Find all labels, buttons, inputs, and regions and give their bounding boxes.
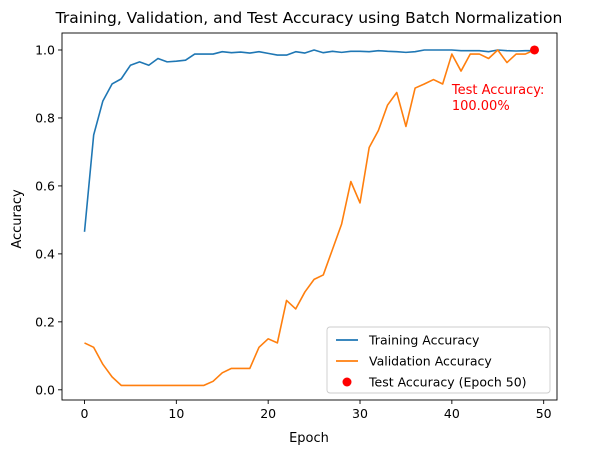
x-tick-label: 20 bbox=[260, 406, 276, 421]
chart-title: Training, Validation, and Test Accuracy … bbox=[55, 9, 563, 27]
y-tick-label: 0.8 bbox=[35, 110, 55, 125]
y-tick-label: 1.0 bbox=[35, 42, 55, 57]
plot-area: Test Accuracy: 100.00% 0 10 20 30 40 50 0.0 0.2 0.… bbox=[35, 32, 558, 421]
annotation-line: 100.00% bbox=[452, 99, 510, 114]
legend-label: Validation Accuracy bbox=[369, 354, 492, 369]
series-line-training-accuracy bbox=[83, 49, 535, 232]
y-tick-label: 0.6 bbox=[35, 178, 55, 193]
y-axis-label: Accuracy bbox=[10, 189, 25, 249]
y-tick-label: 0.2 bbox=[35, 314, 55, 329]
annotation-line: Test Accuracy: bbox=[451, 83, 545, 98]
x-axis-label: Epoch bbox=[289, 431, 329, 446]
legend-box bbox=[326, 326, 551, 394]
y-tick-label: 0.4 bbox=[35, 246, 55, 261]
plot-frame bbox=[61, 32, 558, 401]
y-tick-label: 0.0 bbox=[35, 382, 55, 397]
x-tick-label: 0 bbox=[81, 406, 89, 421]
legend-label: Test Accuracy (Epoch 50) bbox=[368, 375, 527, 390]
x-tick-label: 10 bbox=[168, 406, 184, 421]
series-line-validation-accuracy bbox=[84, 49, 535, 387]
legend-label: Training Accuracy bbox=[368, 333, 480, 348]
x-tick-label: 30 bbox=[352, 406, 368, 421]
x-tick-label: 50 bbox=[536, 406, 552, 421]
test-accuracy-annotation: Test Accuracy: 100.00% bbox=[451, 83, 545, 114]
x-tick-label: 40 bbox=[444, 406, 460, 421]
test-accuracy-point bbox=[530, 45, 539, 55]
legend-swatch-point bbox=[342, 377, 352, 387]
